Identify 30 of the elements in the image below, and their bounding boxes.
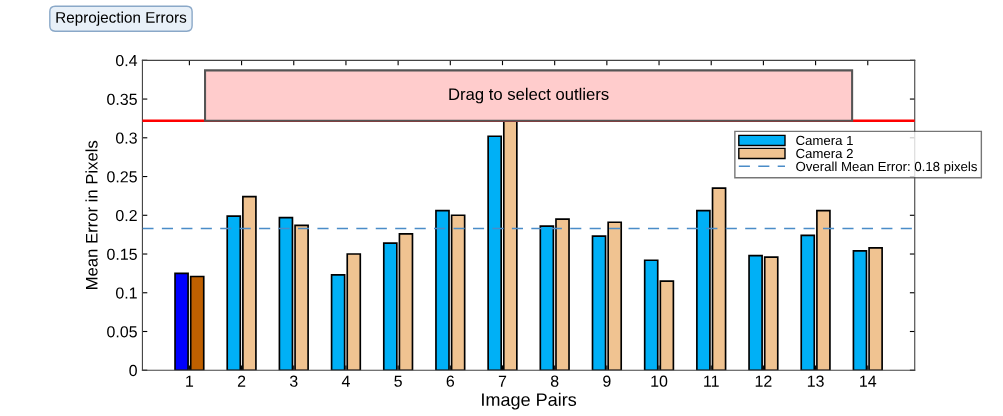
y-tick-label: 0.3 xyxy=(115,132,137,144)
x-axis-title: Image Pairs xyxy=(482,392,577,410)
legend-label: Camera 1 xyxy=(796,135,853,146)
x-tick-label: 8 xyxy=(550,375,559,387)
x-tick-label: 6 xyxy=(446,375,455,387)
x-tick-label: 1 xyxy=(186,375,194,387)
x-tick-label: 7 xyxy=(498,375,507,387)
y-tick-label: 0.05 xyxy=(107,326,137,338)
y-tick-label: 0 xyxy=(129,364,137,377)
y-tick-label: 0.2 xyxy=(115,209,137,222)
annotation: Drag to select outliers xyxy=(449,87,609,104)
x-tick-label: 4 xyxy=(341,375,350,387)
y-tick-label: 0.15 xyxy=(107,248,137,260)
legend-label: Overall Mean Error: 0.18 pixels xyxy=(796,161,977,174)
x-tick-label: 11 xyxy=(704,375,719,387)
x-tick-label: 2 xyxy=(237,375,246,387)
x-tick-label: 10 xyxy=(651,375,668,387)
x-tick-label: 14 xyxy=(860,375,877,387)
x-tick-label: 9 xyxy=(603,375,611,387)
legend-label: Camera 2 xyxy=(796,148,853,159)
y-tick-label: 0.4 xyxy=(115,54,138,67)
y-tick-label: 0.35 xyxy=(107,93,137,105)
y-tick-label: 0.25 xyxy=(107,171,137,183)
y-tick-label: 0.1 xyxy=(115,287,137,299)
x-tick-label: 3 xyxy=(289,375,298,387)
y-axis-title: Mean Error in Pixels xyxy=(85,140,98,289)
x-tick-label: 5 xyxy=(394,375,402,387)
chart-title: Reprojection Errors xyxy=(56,11,187,26)
x-tick-label: 12 xyxy=(755,375,772,387)
x-tick-label: 13 xyxy=(807,375,824,387)
